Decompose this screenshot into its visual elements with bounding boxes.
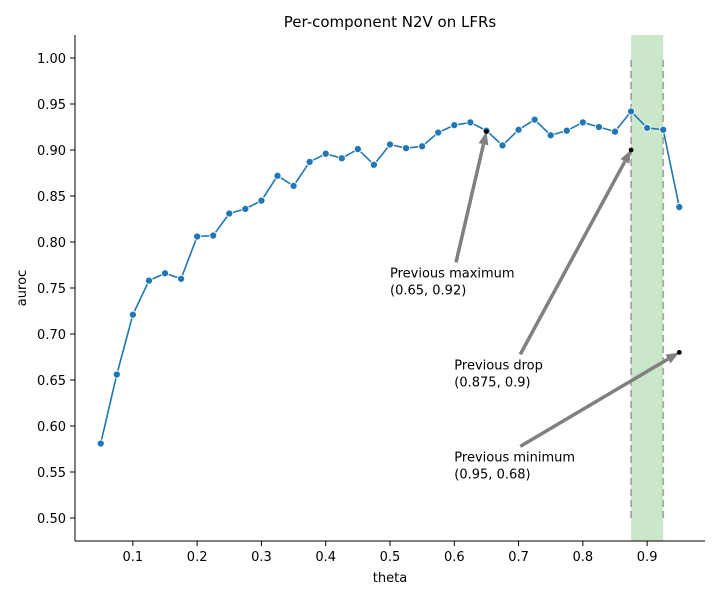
data-point [353,145,362,154]
data-point [402,144,411,153]
data-point [594,122,603,132]
x-axis-label: theta [373,571,407,586]
x-tick-label: 0.2 [187,550,208,565]
data-point [546,131,555,140]
y-tick-label: 1.00 [37,52,66,67]
x-tick-label: 0.3 [251,550,272,565]
chart-title: Per-component N2V on LFRs [284,13,497,31]
annotation-target-dot [484,129,489,135]
data-point [578,118,587,127]
data-point [385,140,395,149]
y-tick-label: 0.80 [37,236,66,251]
y-tick-label: 0.50 [37,512,66,527]
y-tick-label: 0.90 [37,144,66,159]
data-point [241,204,250,213]
data-point [144,276,153,285]
annotation-label: Previous maximum [390,266,515,281]
annotation-label: Previous minimum [454,450,575,465]
data-point [450,121,459,130]
annotation-coords: (0.65, 0.92) [390,283,466,298]
data-point [659,125,668,134]
x-tick-label: 0.4 [315,550,336,565]
x-tick-label: 0.5 [380,550,401,565]
data-point [209,231,218,240]
data-point [466,118,475,127]
annotation-target-dot [676,350,682,355]
annotation-arrow-shaft [519,357,669,448]
annotation-arrow-head [620,150,632,164]
data-point [305,157,314,167]
data-point [418,142,427,151]
data-point [193,232,202,241]
annotation-arrow-head [478,131,489,146]
data-point [273,171,282,180]
annotation-arrow-shaft [518,160,627,356]
annotation-target-dot [628,147,634,153]
data-point [128,310,137,319]
annotation-arrow-head [665,352,680,364]
data-point [610,127,620,136]
y-tick-label: 0.65 [37,374,66,389]
data-point [434,128,443,137]
data-point [289,181,298,190]
y-tick-label: 0.55 [37,466,66,481]
data-point [112,370,121,379]
y-tick-label: 0.95 [37,98,66,113]
data-point [177,274,186,283]
y-axis-label: auroc [15,270,30,306]
data-point [96,439,105,448]
x-tick-label: 0.6 [444,550,465,565]
data-point [369,160,378,169]
annotation-coords: (0.875, 0.9) [454,375,530,390]
data-point [257,196,266,205]
data-point [627,107,636,116]
y-tick-label: 0.70 [37,328,66,343]
y-tick-label: 0.75 [37,282,66,297]
x-tick-label: 0.7 [508,550,529,565]
data-point [562,126,571,135]
x-tick-label: 0.9 [637,550,658,565]
ticks-layer: 0.1 0.2 0.3 0.4 0.5 0.6 0.7 0.8 0.9 0.50 0.55 0.60 0… [37,52,657,565]
highlight-band [631,35,664,541]
highlight-band-layer [630,35,665,541]
data-point [675,202,684,212]
x-tick-label: 0.1 [123,550,144,565]
y-tick-label: 0.85 [37,190,66,205]
annotation-label: Previous drop [454,358,543,373]
data-point [643,123,652,132]
data-point [530,115,539,124]
data-point [160,269,170,278]
y-tick-label: 0.60 [37,420,66,435]
annotation-layer: Previous maximum (0.65, 0.92) Previous dro… [390,129,682,482]
annotation-arrow-shaft [454,143,486,263]
data-point [337,154,346,163]
data-point [225,209,234,218]
data-point [498,141,507,150]
data-point [514,125,523,134]
annotation-coords: (0.95, 0.68) [454,467,530,482]
x-tick-label: 0.8 [573,550,594,565]
data-point [321,149,330,158]
